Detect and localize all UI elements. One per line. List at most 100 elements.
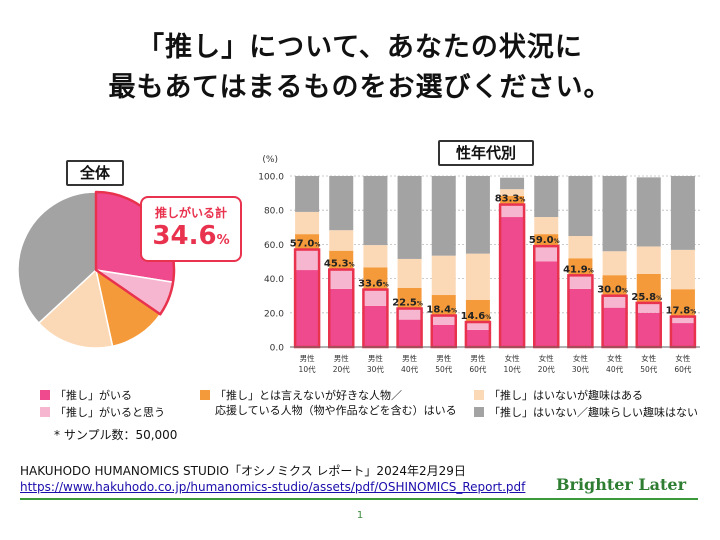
legend-item-none: 「推し」はいない／趣味らしい趣味はない <box>474 405 698 420</box>
x-tick-label-age: 10代 <box>504 364 522 374</box>
chart-canvas: (%)0.020.040.060.080.0100.057.0%男性10代45.… <box>0 0 720 540</box>
brand-logo: Brighter Later <box>556 475 686 494</box>
legend-swatch <box>474 390 484 400</box>
callout-unit: % <box>217 233 230 248</box>
callout-oshi-total: 推しがいる計 34.6% <box>140 196 242 262</box>
x-tick-label-age: 50代 <box>435 364 453 374</box>
x-tick-label-gender: 女性 <box>675 353 690 363</box>
bar-segment <box>637 313 661 347</box>
bar-segment <box>329 270 353 289</box>
legend-label: 「推し」とは言えないが好きな人物／ <box>215 389 402 402</box>
bar-segment <box>534 176 558 217</box>
data-label-unit: % <box>519 197 525 204</box>
bar-segment <box>671 176 695 250</box>
callout-value: 34.6 <box>152 221 216 251</box>
y-tick-label: 40.0 <box>264 275 284 285</box>
legend-swatch <box>200 390 210 400</box>
data-label-unit: % <box>314 242 320 249</box>
data-label-unit: % <box>656 295 662 302</box>
bar-segment <box>603 296 627 308</box>
x-tick-label-age: 50代 <box>640 364 658 374</box>
bar-segment <box>295 250 319 271</box>
y-tick-label: 60.0 <box>264 241 284 251</box>
x-tick-label-age: 30代 <box>367 364 385 374</box>
bar-segment <box>329 176 353 230</box>
data-label-unit: % <box>451 308 457 315</box>
bar-segment <box>295 270 319 347</box>
bar-segment <box>398 259 422 288</box>
x-tick-label-gender: 女性 <box>573 353 588 363</box>
x-tick-label-gender: 男性 <box>334 353 349 363</box>
callout-label: 推しがいる計 <box>142 204 240 221</box>
bar-segment <box>466 254 490 300</box>
x-tick-label-gender: 男性 <box>436 353 451 363</box>
legend-item-oshi-maybe: 「推し」がいると思う <box>40 405 165 420</box>
y-axis-unit: (%) <box>262 155 278 165</box>
legend-swatch <box>40 390 50 400</box>
bar-segment <box>398 320 422 347</box>
data-label-unit: % <box>690 309 696 316</box>
bar-segment <box>363 306 387 347</box>
x-tick-label-gender: 女性 <box>505 353 520 363</box>
x-tick-label-gender: 女性 <box>607 353 622 363</box>
bar-segment <box>637 246 661 273</box>
bar-segment <box>363 176 387 245</box>
legend-label: 「推し」がいる <box>55 389 132 402</box>
data-label-unit: % <box>622 288 628 295</box>
bar-segment <box>432 325 456 347</box>
bar-segment <box>534 246 558 261</box>
bar-segment <box>398 176 422 259</box>
bar-segment <box>568 289 592 347</box>
legend-label: 「推し」はいないが趣味はある <box>489 389 643 402</box>
data-label-unit: % <box>383 282 389 289</box>
bar-segment <box>603 251 627 275</box>
callout-value-wrap: 34.6% <box>142 221 240 256</box>
bar-segment <box>568 236 592 258</box>
bar-segment <box>295 212 319 234</box>
legend-item-hobby: 「推し」はいないが趣味はある <box>474 388 643 403</box>
x-tick-label-age: 40代 <box>606 364 624 374</box>
bar-segment <box>500 205 524 217</box>
footer-divider <box>20 498 698 500</box>
page-number: 1 <box>0 510 720 521</box>
bar-segment <box>329 230 353 251</box>
bar-segment <box>568 176 592 236</box>
bar-segment <box>432 256 456 295</box>
source-line: HAKUHODO HUMANOMICS STUDIO「オシノミクス レポート」2… <box>20 463 525 479</box>
bar-segment <box>671 250 695 289</box>
x-tick-label-age: 60代 <box>674 364 692 374</box>
bar-segment <box>500 217 524 347</box>
bar-segment <box>500 178 524 189</box>
data-label-unit: % <box>485 314 491 321</box>
bar-segment <box>568 275 592 289</box>
data-label-unit: % <box>349 262 355 269</box>
x-tick-label-gender: 男性 <box>470 353 485 363</box>
x-tick-label-gender: 男性 <box>300 353 315 363</box>
legend-item-like: 「推し」とは言えないが好きな人物／ 応援している人物（物や作品などを含む）はいる <box>200 388 457 418</box>
legend-label-line2: 応援している人物（物や作品などを含む）はいる <box>200 404 457 417</box>
y-tick-label: 100.0 <box>258 173 284 183</box>
bar-segment <box>329 289 353 347</box>
y-tick-label: 80.0 <box>264 207 284 217</box>
legend-swatch <box>474 407 484 417</box>
data-label-unit: % <box>588 267 594 274</box>
data-label-unit: % <box>417 301 423 308</box>
y-tick-label: 20.0 <box>264 309 284 319</box>
x-tick-label-gender: 男性 <box>368 353 383 363</box>
legend-swatch <box>40 407 50 417</box>
data-label-unit: % <box>554 238 560 245</box>
bar-segment <box>603 308 627 347</box>
bar-segment <box>671 323 695 347</box>
legend-label: 「推し」はいない／趣味らしい趣味はない <box>489 406 698 419</box>
bar-segment <box>603 176 627 251</box>
y-tick-label: 0.0 <box>270 344 285 354</box>
x-tick-label-age: 40代 <box>401 364 419 374</box>
sample-note: * サンプル数：50,000 <box>54 426 177 443</box>
x-tick-label-age: 20代 <box>538 364 556 374</box>
source-link[interactable]: https://www.hakuhodo.co.jp/humanomics-st… <box>20 480 525 494</box>
bar-segment <box>534 262 558 348</box>
bar-segment <box>398 309 422 320</box>
bar-segment <box>363 290 387 306</box>
x-tick-label-gender: 女性 <box>539 353 554 363</box>
bar-segment <box>432 316 456 325</box>
